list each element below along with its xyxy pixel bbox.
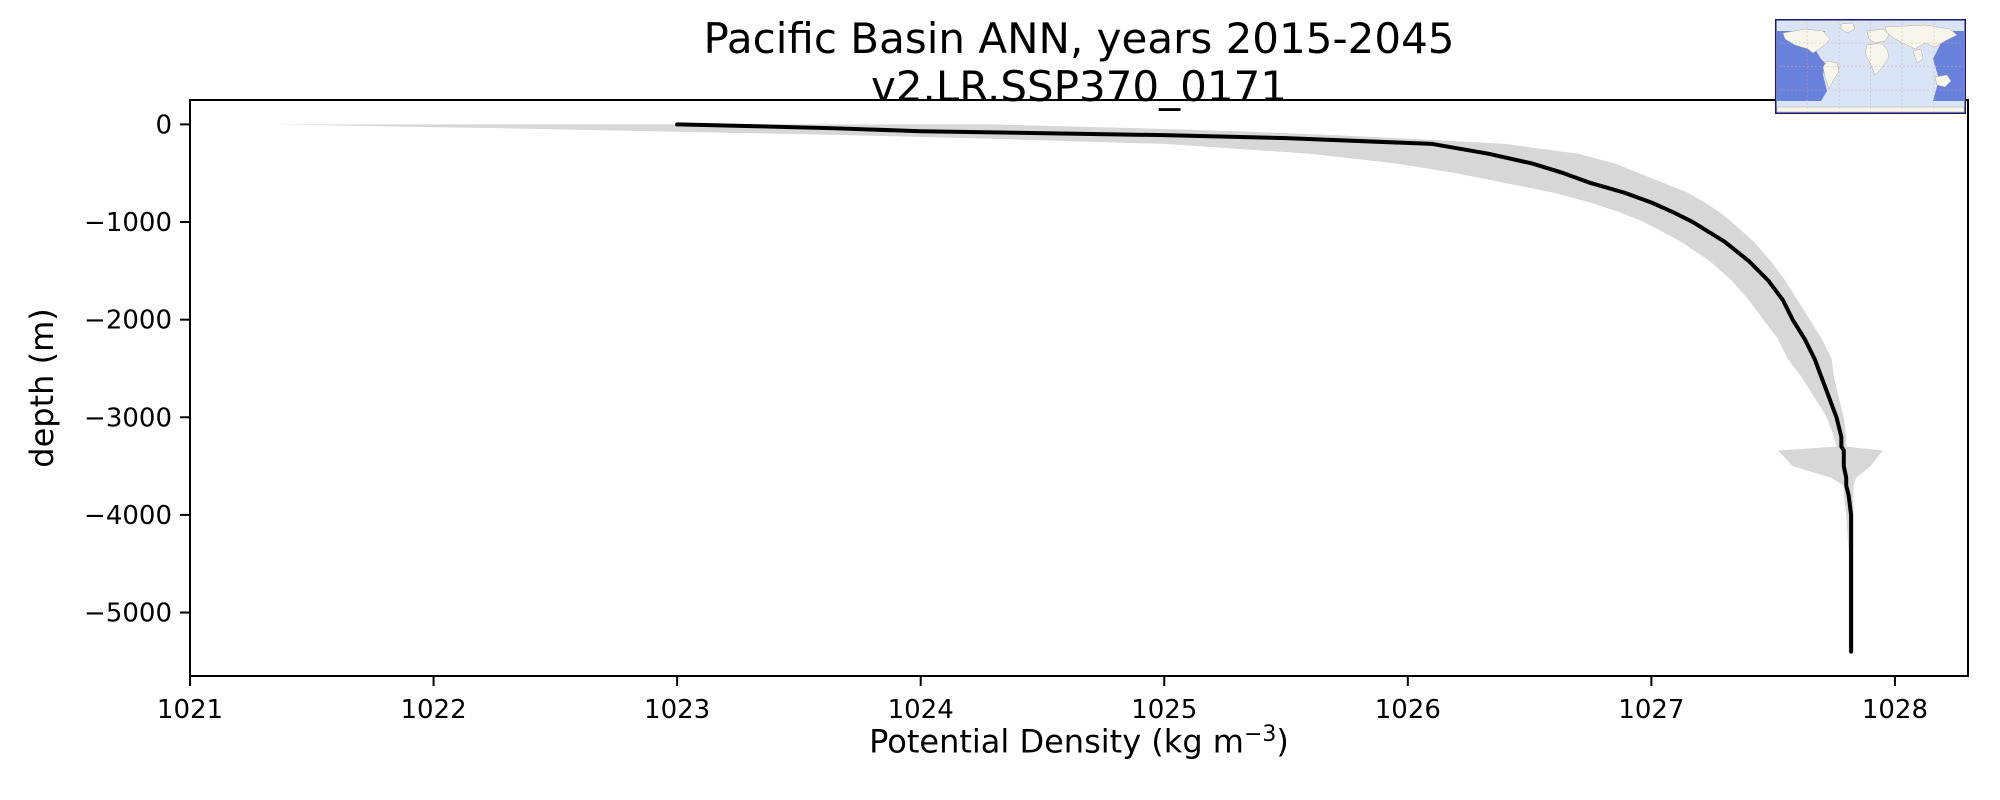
chart-subtitle: v2.LR.SSP370_0171 — [870, 62, 1288, 111]
y-tick-label: −5000 — [84, 599, 172, 629]
x-tick-label: 1024 — [888, 695, 954, 725]
y-tick-label: 0 — [155, 110, 172, 140]
x-axis-label-text: Potential Density (kg m — [869, 722, 1244, 761]
map-india — [1912, 48, 1924, 64]
x-tick-label: 1022 — [400, 695, 466, 725]
mean-density-line — [675, 122, 1854, 654]
x-tick-label: 1026 — [1375, 695, 1441, 725]
y-tick-label: −2000 — [84, 306, 172, 336]
map-south-america — [1822, 60, 1840, 90]
spread-band — [275, 124, 1883, 652]
x-axis-label-exponent: −3 — [1243, 722, 1277, 747]
axes-spines — [189, 99, 1969, 677]
map-australia — [1934, 74, 1952, 88]
y-tick-label: −4000 — [84, 501, 172, 531]
map-antarctica — [1776, 106, 1965, 113]
map-europe — [1866, 28, 1890, 44]
map-greenland — [1840, 22, 1856, 34]
x-tick-label: 1027 — [1618, 695, 1684, 725]
y-tick-label: −3000 — [84, 403, 172, 433]
x-axis-label: Potential Density (kg m−3) — [190, 722, 1968, 761]
x-tick-label: 1023 — [644, 695, 710, 725]
map-africa — [1864, 42, 1890, 76]
chart-title: Pacific Basin ANN, years 2015-2045 — [703, 14, 1455, 63]
x-tick-label: 1021 — [157, 695, 223, 725]
inset-map — [1775, 19, 1966, 114]
x-tick-label: 1028 — [1862, 695, 1928, 725]
x-tick-label: 1025 — [1131, 695, 1197, 725]
x-axis-label-close: ) — [1276, 722, 1289, 761]
y-tick-label: −1000 — [84, 208, 172, 238]
map-border — [1775, 19, 1966, 114]
